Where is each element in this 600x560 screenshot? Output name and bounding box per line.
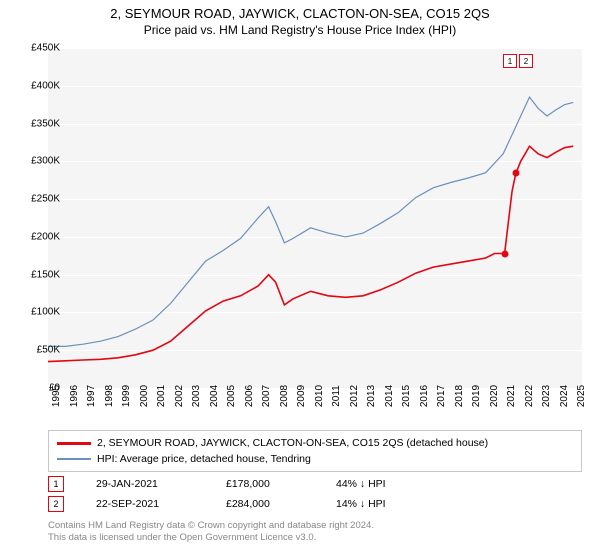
x-axis-label: 2020 [489, 385, 500, 407]
marker-badge: 2 [48, 496, 64, 512]
x-axis-label: 2013 [366, 385, 377, 407]
legend-label: 2, SEYMOUR ROAD, JAYWICK, CLACTON-ON-SEA… [97, 437, 488, 449]
x-axis-label: 2009 [296, 385, 307, 407]
legend-row: 2, SEYMOUR ROAD, JAYWICK, CLACTON-ON-SEA… [57, 435, 573, 451]
x-axis-label: 2005 [226, 385, 237, 407]
footer-line1: Contains HM Land Registry data © Crown c… [48, 520, 582, 532]
marker-price: £284,000 [226, 498, 336, 510]
footer-line2: This data is licensed under the Open Gov… [48, 532, 582, 544]
marker-table: 1 29-JAN-2021£178,00044% ↓ HPI 2 22-SEP-202… [48, 474, 582, 514]
plot-area: 12 [48, 48, 582, 388]
x-axis-label: 2010 [314, 385, 325, 407]
chart-subtitle: Price paid vs. HM Land Registry's House … [0, 21, 600, 41]
x-axis-label: 2008 [279, 385, 290, 407]
x-axis-label: 1998 [104, 385, 115, 407]
y-axis-label: £50K [16, 345, 60, 356]
legend-row: HPI: Average price, detached house, Tend… [57, 451, 573, 467]
x-axis-label: 2014 [384, 385, 395, 407]
x-axis-label: 2006 [244, 385, 255, 407]
series-property [48, 146, 573, 361]
chart-container: 2, SEYMOUR ROAD, JAYWICK, CLACTON-ON-SEA… [0, 0, 600, 560]
marker-badge: 1 [48, 476, 64, 492]
x-axis-label: 2003 [191, 385, 202, 407]
x-axis-label: 2011 [331, 385, 342, 407]
marker-table-row: 2 22-SEP-2021£284,00014% ↓ HPI [48, 494, 582, 514]
y-axis-label: £350K [16, 118, 60, 129]
legend: 2, SEYMOUR ROAD, JAYWICK, CLACTON-ON-SEA… [48, 430, 582, 472]
x-axis-label: 2002 [174, 385, 185, 407]
x-axis-label: 2024 [559, 385, 570, 407]
x-axis-label: 1995 [51, 385, 62, 407]
chart-title: 2, SEYMOUR ROAD, JAYWICK, CLACTON-ON-SEA… [0, 0, 600, 21]
chart-marker-dot [501, 250, 508, 257]
legend-swatch [57, 442, 91, 445]
x-axis-label: 1997 [86, 385, 97, 407]
series-hpi [48, 97, 573, 346]
x-axis-label: 2016 [419, 385, 430, 407]
y-axis-label: £450K [16, 43, 60, 54]
marker-price: £178,000 [226, 478, 336, 490]
x-axis-label: 2004 [209, 385, 220, 407]
x-axis-label: 2012 [349, 385, 360, 407]
footer-attribution: Contains HM Land Registry data © Crown c… [48, 520, 582, 545]
x-axis-label: 1996 [69, 385, 80, 407]
legend-label: HPI: Average price, detached house, Tend… [97, 453, 311, 465]
y-axis-label: £400K [16, 80, 60, 91]
chart-marker-badge: 1 [503, 54, 517, 68]
x-axis-label: 2007 [261, 385, 272, 407]
legend-swatch [57, 458, 91, 460]
chart-marker-dot [512, 170, 519, 177]
marker-table-row: 1 29-JAN-2021£178,00044% ↓ HPI [48, 474, 582, 494]
x-axis-label: 2015 [401, 385, 412, 407]
y-axis-label: £100K [16, 307, 60, 318]
x-axis-label: 2021 [506, 385, 517, 407]
chart-marker-badge: 2 [519, 54, 533, 68]
x-axis-label: 2022 [524, 385, 535, 407]
x-axis-label: 2019 [471, 385, 482, 407]
y-axis-label: £150K [16, 269, 60, 280]
x-axis-label: 2001 [156, 385, 167, 407]
x-axis-label: 2023 [541, 385, 552, 407]
x-axis-label: 2017 [436, 385, 447, 407]
y-axis-label: £250K [16, 194, 60, 205]
x-axis-label: 2000 [139, 385, 150, 407]
chart-lines [48, 48, 582, 388]
x-axis-label: 2025 [576, 385, 587, 407]
marker-date: 29-JAN-2021 [96, 478, 226, 490]
x-axis-label: 2018 [454, 385, 465, 407]
x-axis-label: 1999 [121, 385, 132, 407]
marker-pct: 44% ↓ HPI [336, 478, 496, 490]
marker-date: 22-SEP-2021 [96, 498, 226, 510]
y-axis-label: £300K [16, 156, 60, 167]
y-axis-label: £200K [16, 231, 60, 242]
marker-pct: 14% ↓ HPI [336, 498, 496, 510]
